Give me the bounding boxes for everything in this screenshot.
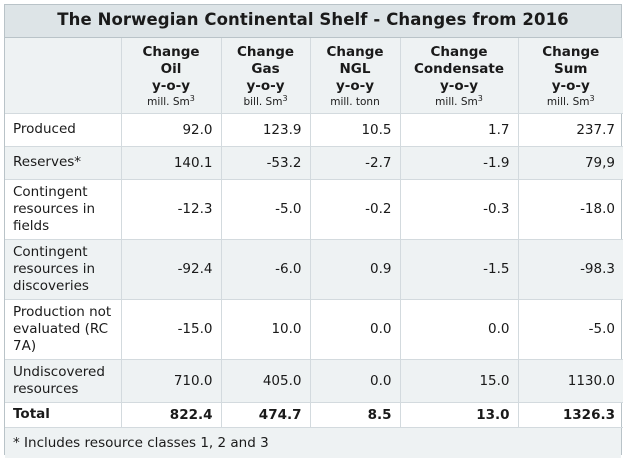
cell-gas: -6.0 xyxy=(221,239,311,300)
total-oil: 822.4 xyxy=(121,402,222,428)
col-unit: mill. tonn xyxy=(330,96,380,108)
col-header-line: Oil xyxy=(160,61,182,77)
col-header-line: Change xyxy=(326,44,384,60)
table-row: Reserves* 140.1 -53.2 -2.7 -1.9 79,9 xyxy=(5,146,623,180)
header-corner xyxy=(5,38,122,114)
col-header-line: y-o-y xyxy=(246,78,285,94)
footnote: * Includes resource classes 1, 2 and 3 xyxy=(5,427,621,458)
table-row: Contingent resources in discoveries -92.… xyxy=(5,239,623,300)
cell-gas: 10.0 xyxy=(221,299,311,360)
cell-condensate: 15.0 xyxy=(400,359,519,403)
table-row: Undiscovered resources 710.0 405.0 0.0 1… xyxy=(5,359,623,403)
row-label: Produced xyxy=(5,113,122,147)
col-header-line: Change xyxy=(142,44,200,60)
col-unit: mill. Sm3 xyxy=(435,94,483,109)
cell-ngl: 0.0 xyxy=(310,299,401,360)
cell-ngl: 10.5 xyxy=(310,113,401,147)
total-sum: 1326.3 xyxy=(518,402,623,428)
col-header-line: Gas xyxy=(251,61,280,77)
table-row: Produced 92.0 123.9 10.5 1.7 237.7 xyxy=(5,113,623,147)
changes-table-panel: The Norwegian Continental Shelf - Change… xyxy=(4,4,623,458)
cell-gas: 405.0 xyxy=(221,359,311,403)
total-row: Total 822.4 474.7 8.5 13.0 1326.3 xyxy=(5,402,623,428)
row-label: Contingent resources in discoveries xyxy=(5,239,122,300)
cell-sum: 237.7 xyxy=(518,113,623,147)
total-gas: 474.7 xyxy=(221,402,311,428)
cell-gas: 123.9 xyxy=(221,113,311,147)
col-header-gas: Change Gas y-o-y bill. Sm3 xyxy=(221,38,311,114)
col-header-line: Change xyxy=(542,44,600,60)
changes-table: Change Oil y-o-y mill. Sm3 Change Gas y-… xyxy=(5,38,623,428)
row-label: Production not evaluated (RC 7A) xyxy=(5,299,122,360)
cell-sum: -5.0 xyxy=(518,299,623,360)
cell-condensate: 0.0 xyxy=(400,299,519,360)
cell-oil: 92.0 xyxy=(121,113,222,147)
col-header-line: Condensate xyxy=(414,61,504,77)
cell-oil: 140.1 xyxy=(121,146,222,180)
col-unit: mill. Sm3 xyxy=(147,94,195,109)
cell-ngl: -2.7 xyxy=(310,146,401,180)
col-header-line: y-o-y xyxy=(551,78,590,94)
cell-ngl: 0.0 xyxy=(310,359,401,403)
cell-gas: -5.0 xyxy=(221,179,311,240)
col-header-oil: Change Oil y-o-y mill. Sm3 xyxy=(121,38,222,114)
col-header-line: NGL xyxy=(339,61,371,77)
col-header-line: Change xyxy=(236,44,295,60)
cell-oil: -92.4 xyxy=(121,239,222,300)
header-row: Change Oil y-o-y mill. Sm3 Change Gas y-… xyxy=(5,38,623,114)
cell-sum: -18.0 xyxy=(518,179,623,240)
cell-sum: 79,9 xyxy=(518,146,623,180)
col-header-ngl: Change NGL y-o-y mill. tonn xyxy=(310,38,401,114)
row-label: Undiscovered resources xyxy=(5,359,122,403)
col-header-line: y-o-y xyxy=(439,78,479,94)
row-label: Reserves* xyxy=(5,146,122,180)
cell-ngl: 0.9 xyxy=(310,239,401,300)
cell-condensate: -1.9 xyxy=(400,146,519,180)
cell-oil: -12.3 xyxy=(121,179,222,240)
cell-sum: -98.3 xyxy=(518,239,623,300)
col-header-sum: Change Sum y-o-y mill. Sm3 xyxy=(518,38,623,114)
cell-gas: -53.2 xyxy=(221,146,311,180)
total-label: Total xyxy=(5,402,122,428)
col-unit: bill. Sm3 xyxy=(243,94,288,109)
cell-oil: -15.0 xyxy=(121,299,222,360)
cell-condensate: -1.5 xyxy=(400,239,519,300)
col-unit: mill. Sm3 xyxy=(546,94,595,109)
cell-ngl: -0.2 xyxy=(310,179,401,240)
table-title: The Norwegian Continental Shelf - Change… xyxy=(5,5,621,38)
cell-oil: 710.0 xyxy=(121,359,222,403)
table-row: Contingent resources in fields -12.3 -5.… xyxy=(5,179,623,240)
table-row: Production not evaluated (RC 7A) -15.0 1… xyxy=(5,299,623,360)
cell-condensate: -0.3 xyxy=(400,179,519,240)
cell-sum: 1130.0 xyxy=(518,359,623,403)
total-ngl: 8.5 xyxy=(310,402,401,428)
col-header-line: y-o-y xyxy=(335,78,375,94)
col-header-line: Sum xyxy=(554,61,588,77)
col-header-line: Change xyxy=(430,44,488,60)
cell-condensate: 1.7 xyxy=(400,113,519,147)
col-header-line: y-o-y xyxy=(151,78,191,94)
total-condensate: 13.0 xyxy=(400,402,519,428)
col-header-condensate: Change Condensate y-o-y mill. Sm3 xyxy=(400,38,519,114)
row-label: Contingent resources in fields xyxy=(5,179,122,240)
